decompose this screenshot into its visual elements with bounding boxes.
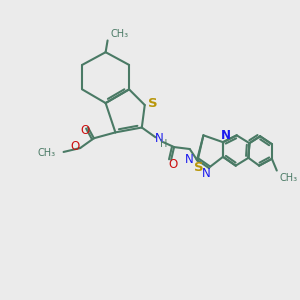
Text: S: S [148,97,158,110]
Text: N: N [202,167,211,180]
Text: O: O [80,124,90,137]
Text: N: N [155,132,164,145]
Text: CH₃: CH₃ [38,148,56,158]
Text: CH₃: CH₃ [110,28,129,39]
Text: N: N [185,153,194,166]
Text: H: H [160,139,167,149]
Text: N: N [221,129,231,142]
Text: S: S [194,161,203,174]
Text: O: O [71,140,80,153]
Text: O: O [169,158,178,171]
Text: CH₃: CH₃ [280,173,298,183]
